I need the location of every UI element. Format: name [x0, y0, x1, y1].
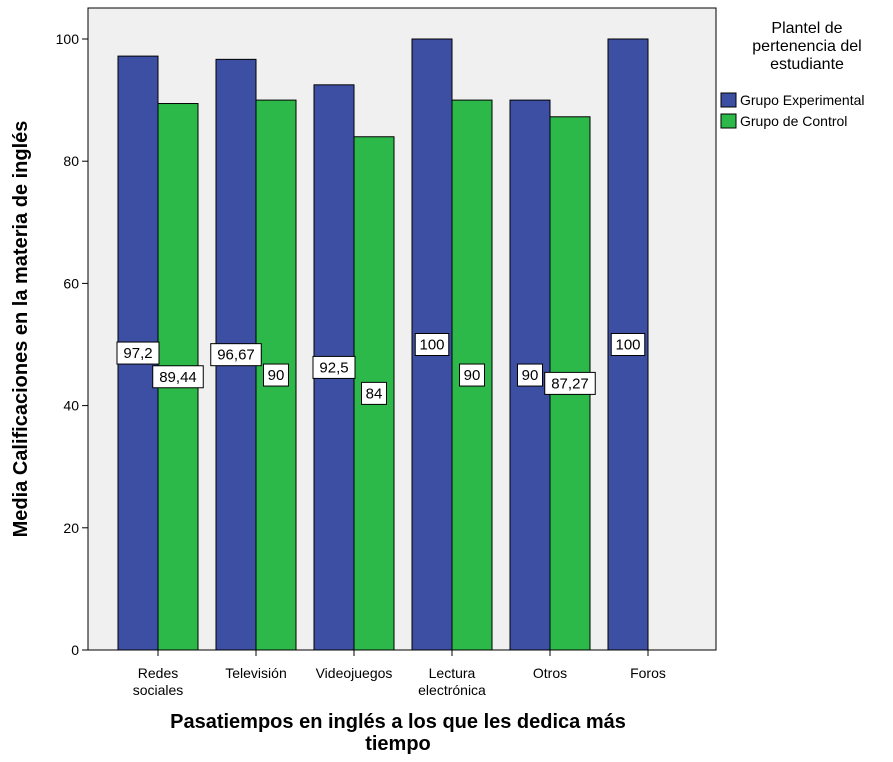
data-label: 100 [610, 333, 646, 356]
data-label-box [544, 371, 596, 395]
data-label: 90 [263, 363, 289, 387]
data-label: 84 [361, 381, 387, 405]
data-label: 87,27 [544, 371, 596, 395]
data-label-value: 90 [268, 367, 285, 384]
x-tick-label: Videojuegos [316, 665, 393, 681]
data-label-value: 89,44 [159, 369, 197, 386]
legend-title: Plantel de pertenencia del estudiante [752, 20, 861, 73]
data-label-value: 100 [615, 337, 640, 354]
data-label-value: 92,5 [319, 359, 348, 376]
data-label-box [610, 333, 646, 356]
data-label: 89,44 [152, 365, 204, 389]
data-label-box [116, 341, 160, 365]
data-label-box [414, 333, 450, 356]
data-label-value: 96,67 [217, 347, 255, 364]
x-axis-title: Pasatiempos en inglés a los que les dedi… [170, 711, 626, 755]
legend-swatch [720, 92, 737, 108]
data-label-value: 87,27 [551, 375, 589, 392]
x-tick-label: Televisión [225, 665, 286, 681]
y-tick-label: 60 [63, 275, 79, 291]
data-label-value: 97,2 [123, 345, 152, 362]
data-label: 97,2 [116, 341, 160, 365]
x-tick-label: Lectura electrónica [418, 665, 486, 698]
y-tick-label: 0 [71, 642, 79, 658]
data-label-value: 100 [419, 337, 444, 354]
data-label-value: 84 [366, 385, 383, 402]
data-label-box [263, 363, 289, 387]
data-label: 96,67 [210, 343, 262, 367]
x-tick-label: Otros [533, 665, 567, 681]
legend: Plantel de pertenencia del estudiante Grupo… [720, 20, 865, 129]
legend-item: Grupo de Control [720, 113, 847, 129]
data-label-box [517, 363, 543, 387]
x-tick-label: Redes sociales [133, 665, 184, 698]
data-label-value: 90 [522, 367, 539, 384]
data-label: 92,5 [312, 355, 356, 379]
y-tick-label: 40 [63, 398, 79, 414]
data-label: 90 [517, 363, 543, 387]
legend-label: Grupo Experimental [740, 92, 865, 108]
legend-label: Grupo de Control [740, 113, 847, 129]
data-label-box [312, 355, 356, 379]
data-label-box [210, 343, 262, 367]
data-label: 90 [459, 363, 485, 387]
data-label: 100 [414, 333, 450, 356]
legend-swatch [720, 113, 737, 129]
x-tick-label: Foros [630, 665, 666, 681]
y-axis-title: Media Calificaciones en la materia de in… [10, 121, 32, 538]
y-tick-label: 80 [63, 153, 79, 169]
data-label-box [361, 381, 387, 405]
data-label-box [459, 363, 485, 387]
data-label-value: 90 [464, 367, 481, 384]
y-tick-label: 100 [56, 31, 80, 47]
legend-item: Grupo Experimental [720, 92, 865, 108]
y-tick-label: 20 [63, 520, 79, 536]
data-label-box [152, 365, 204, 389]
